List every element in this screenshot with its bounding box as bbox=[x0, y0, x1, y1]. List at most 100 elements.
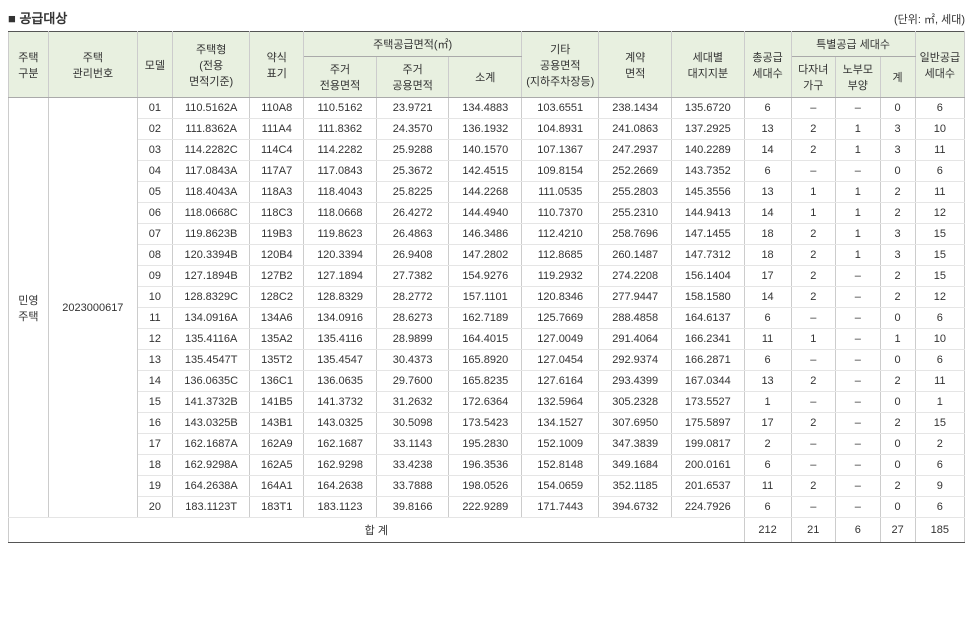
cell-total-gs: 185 bbox=[915, 518, 964, 543]
cell-et: 127.6164 bbox=[522, 371, 599, 392]
cell-ts: 6 bbox=[744, 161, 791, 182]
cell-ht: 111.8362A bbox=[173, 119, 250, 140]
th-sp-group: 특별공급 세대수 bbox=[791, 32, 915, 57]
cell-s1: 2 bbox=[791, 119, 836, 140]
cell-a1: 135.4547 bbox=[304, 350, 377, 371]
table-row: 02111.8362A111A4111.836224.3570136.19321… bbox=[9, 119, 965, 140]
cell-ld: 199.0817 bbox=[672, 434, 745, 455]
cell-ld: 156.1404 bbox=[672, 266, 745, 287]
cell-ht: 135.4547T bbox=[173, 350, 250, 371]
th-ht: 주택형(전용면적기준) bbox=[173, 32, 250, 98]
cell-ht: 164.2638A bbox=[173, 476, 250, 497]
cell-gs: 12 bbox=[915, 203, 964, 224]
cell-s2: – bbox=[836, 497, 881, 518]
cell-ts: 13 bbox=[744, 182, 791, 203]
cell-ab: 135A2 bbox=[250, 329, 304, 350]
cell-ab: 183T1 bbox=[250, 497, 304, 518]
cell-ct: 347.3839 bbox=[599, 434, 672, 455]
cell-md: 15 bbox=[137, 392, 172, 413]
cell-s3: 0 bbox=[880, 350, 915, 371]
cell-ld: 143.7352 bbox=[672, 161, 745, 182]
cell-a1: 111.8362 bbox=[304, 119, 377, 140]
cell-gb: 민영주택 bbox=[9, 98, 49, 518]
cell-et: 112.4210 bbox=[522, 224, 599, 245]
cell-s3: 2 bbox=[880, 287, 915, 308]
cell-a3: 144.4940 bbox=[449, 203, 522, 224]
cell-et: 127.0454 bbox=[522, 350, 599, 371]
cell-ct: 274.2208 bbox=[599, 266, 672, 287]
cell-et: 134.1527 bbox=[522, 413, 599, 434]
cell-et: 152.1009 bbox=[522, 434, 599, 455]
table-row: 05118.4043A118A3118.404325.8225144.22681… bbox=[9, 182, 965, 203]
cell-s3: 0 bbox=[880, 497, 915, 518]
cell-md: 05 bbox=[137, 182, 172, 203]
cell-a1: 162.1687 bbox=[304, 434, 377, 455]
cell-s1: 2 bbox=[791, 371, 836, 392]
cell-s2: – bbox=[836, 329, 881, 350]
cell-a1: 119.8623 bbox=[304, 224, 377, 245]
cell-total-ts: 212 bbox=[744, 518, 791, 543]
cell-md: 08 bbox=[137, 245, 172, 266]
cell-s1: 2 bbox=[791, 476, 836, 497]
cell-gs: 6 bbox=[915, 308, 964, 329]
cell-gs: 6 bbox=[915, 98, 964, 119]
cell-a3: 222.9289 bbox=[449, 497, 522, 518]
cell-ab: 143B1 bbox=[250, 413, 304, 434]
cell-md: 16 bbox=[137, 413, 172, 434]
cell-ab: 119B3 bbox=[250, 224, 304, 245]
cell-s2: – bbox=[836, 350, 881, 371]
cell-ld: 173.5527 bbox=[672, 392, 745, 413]
cell-a2: 23.9721 bbox=[376, 98, 449, 119]
cell-ct: 277.9447 bbox=[599, 287, 672, 308]
cell-ct: 238.1434 bbox=[599, 98, 672, 119]
cell-ht: 120.3394B bbox=[173, 245, 250, 266]
cell-et: 132.5964 bbox=[522, 392, 599, 413]
cell-a1: 127.1894 bbox=[304, 266, 377, 287]
cell-a1: 114.2282 bbox=[304, 140, 377, 161]
cell-ab: 127B2 bbox=[250, 266, 304, 287]
cell-ht: 118.0668C bbox=[173, 203, 250, 224]
cell-ts: 6 bbox=[744, 455, 791, 476]
table-row-total: 합 계21221627185 bbox=[9, 518, 965, 543]
cell-ts: 17 bbox=[744, 413, 791, 434]
cell-a1: 117.0843 bbox=[304, 161, 377, 182]
table-row: 10128.8329C128C2128.832928.2772157.11011… bbox=[9, 287, 965, 308]
cell-a2: 26.9408 bbox=[376, 245, 449, 266]
cell-ct: 349.1684 bbox=[599, 455, 672, 476]
cell-ld: 147.1455 bbox=[672, 224, 745, 245]
th-s2: 노부모부양 bbox=[836, 57, 881, 98]
cell-ld: 224.7926 bbox=[672, 497, 745, 518]
th-ab: 약식표기 bbox=[250, 32, 304, 98]
cell-ts: 6 bbox=[744, 350, 791, 371]
cell-ab: 128C2 bbox=[250, 287, 304, 308]
cell-ht: 114.2282C bbox=[173, 140, 250, 161]
cell-a3: 172.6364 bbox=[449, 392, 522, 413]
cell-ts: 1 bbox=[744, 392, 791, 413]
cell-ct: 252.2669 bbox=[599, 161, 672, 182]
cell-s3: 2 bbox=[880, 266, 915, 287]
cell-s2: – bbox=[836, 266, 881, 287]
cell-a2: 31.2632 bbox=[376, 392, 449, 413]
cell-ab: 162A5 bbox=[250, 455, 304, 476]
cell-a3: 157.1101 bbox=[449, 287, 522, 308]
cell-a3: 134.4883 bbox=[449, 98, 522, 119]
table-row: 06118.0668C118C3118.066826.4272144.49401… bbox=[9, 203, 965, 224]
cell-s2: 1 bbox=[836, 203, 881, 224]
cell-ab: 114C4 bbox=[250, 140, 304, 161]
cell-a1: 141.3732 bbox=[304, 392, 377, 413]
cell-md: 12 bbox=[137, 329, 172, 350]
table-row: 민영주택202300061701110.5162A110A8110.516223… bbox=[9, 98, 965, 119]
cell-md: 14 bbox=[137, 371, 172, 392]
cell-ab: 111A4 bbox=[250, 119, 304, 140]
cell-et: 107.1367 bbox=[522, 140, 599, 161]
cell-md: 09 bbox=[137, 266, 172, 287]
cell-ts: 6 bbox=[744, 497, 791, 518]
cell-ld: 167.0344 bbox=[672, 371, 745, 392]
table-row: 13135.4547T135T2135.454730.4373165.89201… bbox=[9, 350, 965, 371]
cell-ld: 140.2289 bbox=[672, 140, 745, 161]
cell-a3: 136.1932 bbox=[449, 119, 522, 140]
cell-ld: 135.6720 bbox=[672, 98, 745, 119]
cell-a2: 30.5098 bbox=[376, 413, 449, 434]
cell-ct: 291.4064 bbox=[599, 329, 672, 350]
cell-ld: 144.9413 bbox=[672, 203, 745, 224]
